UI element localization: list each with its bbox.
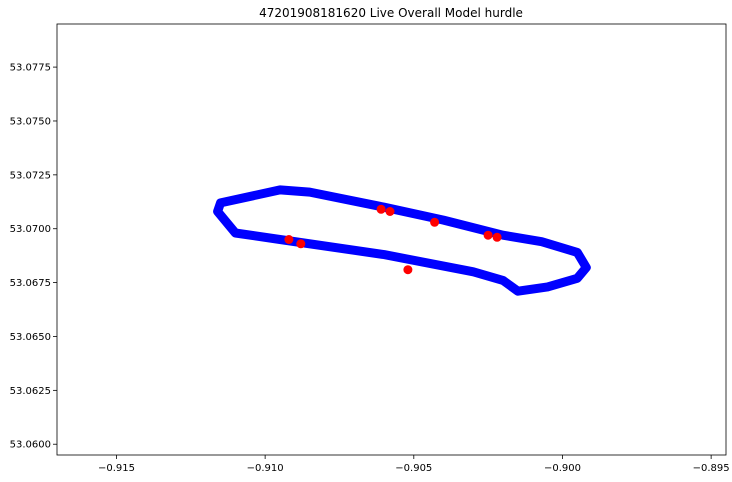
- x-tick-label: −0.915: [98, 463, 135, 474]
- y-tick-label: 53.0625: [10, 386, 51, 397]
- plot-background: [57, 24, 726, 455]
- y-tick-label: 53.0675: [10, 278, 51, 289]
- x-tick-label: −0.910: [247, 463, 284, 474]
- y-tick-label: 53.0700: [10, 224, 51, 235]
- y-tick-label: 53.0725: [10, 170, 51, 181]
- track-series: [213, 185, 591, 296]
- chart-title: 47201908181620 Live Overall Model hurdle: [259, 6, 523, 20]
- y-tick-label: 53.0650: [10, 332, 51, 343]
- x-tick-label: −0.905: [395, 463, 432, 474]
- axes: −0.915 −0.910 −0.905 −0.900 −0.895 53.0600 53.…: [10, 23, 730, 474]
- hurdle-point: [296, 239, 306, 249]
- plot-area: [57, 24, 726, 455]
- hurdle-point: [492, 232, 502, 242]
- y-tick-label: 53.0600: [10, 440, 51, 451]
- hurdle-point: [403, 265, 413, 275]
- hurdle-point: [284, 235, 294, 244]
- axes-frame: [56, 23, 727, 456]
- hurdle-point: [483, 230, 493, 240]
- x-tick-label: −0.900: [544, 463, 581, 474]
- hurdle-point: [430, 217, 440, 227]
- x-tick-label: −0.895: [693, 463, 730, 474]
- hurdle-point: [376, 204, 386, 214]
- hurdle-point: [385, 207, 395, 216]
- y-tick-label: 53.0775: [10, 63, 51, 74]
- y-tick-label: 53.0750: [10, 116, 51, 127]
